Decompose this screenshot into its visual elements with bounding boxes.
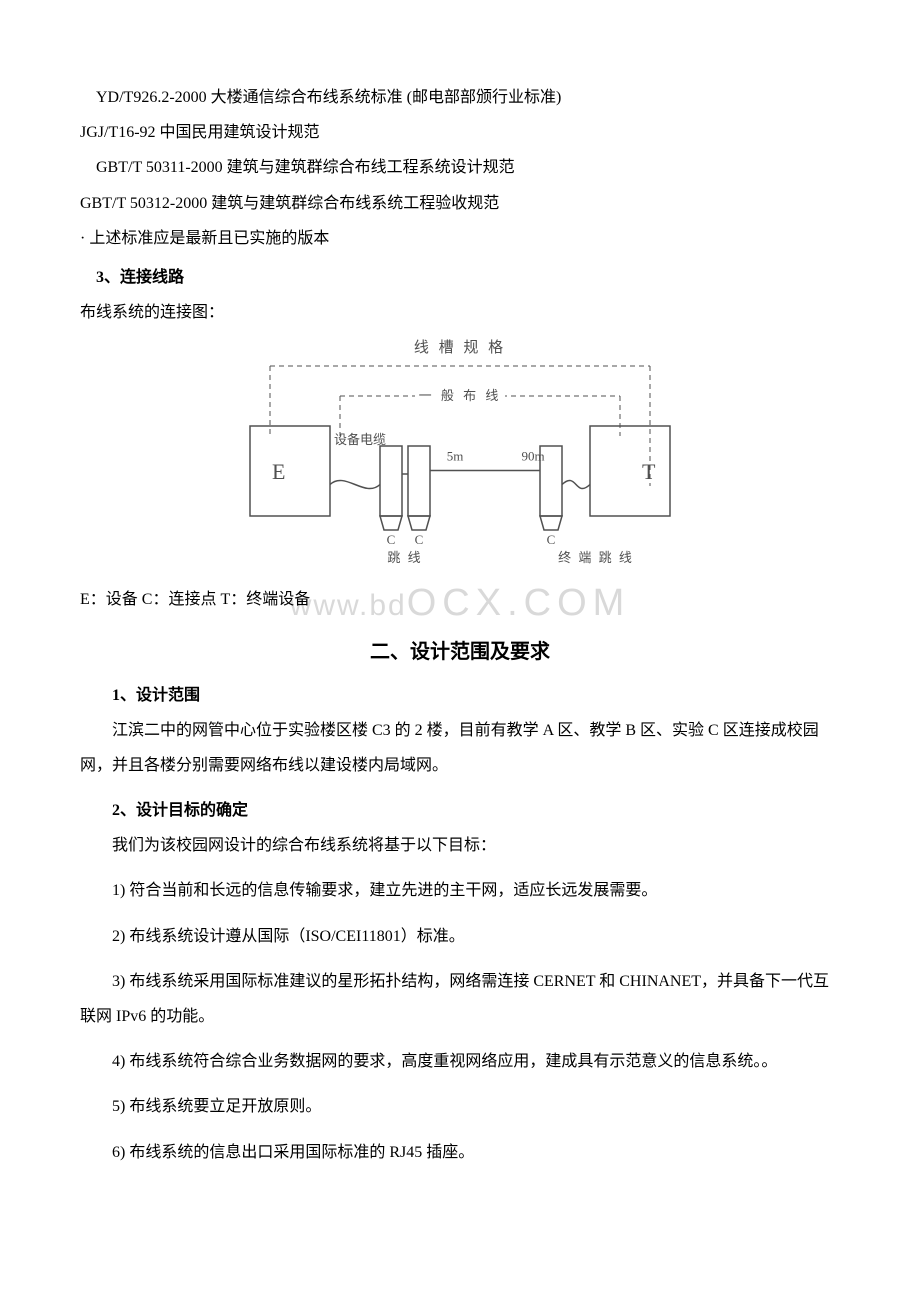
sec22-intro: 我们为该校园网设计的综合布线系统将基于以下目标： xyxy=(80,828,840,863)
sec22-item3: 3) 布线系统采用国际标准建议的星形拓扑结构，网络需连接 CERNET 和 CH… xyxy=(80,964,840,1034)
svg-text:C: C xyxy=(415,532,424,547)
std-line-3: GBT/T 50311-2000 建筑与建筑群综合布线工程系统设计规范 xyxy=(80,150,840,185)
svg-text:T: T xyxy=(642,459,656,484)
svg-text:C: C xyxy=(387,532,396,547)
wiring-diagram: 线 槽 规 格一 般 布 线ETCC跳 线C终 端 跳 线设备电缆5m90m xyxy=(80,336,840,576)
svg-text:跳 线: 跳 线 xyxy=(387,550,422,565)
heading-sec22: 2、设计目标的确定 xyxy=(80,793,840,828)
svg-text:设备电缆: 设备电缆 xyxy=(334,432,386,447)
sec22-item6: 6) 布线系统的信息出口采用国际标准的 RJ45 插座。 xyxy=(80,1135,840,1170)
svg-text:E: E xyxy=(272,459,285,484)
svg-text:5m: 5m xyxy=(447,449,464,464)
svg-text:一 般 布 线: 一 般 布 线 xyxy=(419,388,502,403)
sec22-item4: 4) 布线系统符合综合业务数据网的要求，高度重视网络应用，建成具有示范意义的信息… xyxy=(80,1044,840,1079)
document-page: YD/T926.2-2000 大楼通信综合布线系统标准 (邮电部部颁行业标准) … xyxy=(0,0,920,1210)
diagram-legend: E：设备 C：连接点 T：终端设备 xyxy=(80,582,840,617)
std-line-4: GBT/T 50312-2000 建筑与建筑群综合布线系统工程验收规范 xyxy=(80,186,840,221)
sec22-item1: 1) 符合当前和长远的信息传输要求，建立先进的主干网，适应长远发展需要。 xyxy=(80,873,840,908)
svg-text:终 端 跳 线: 终 端 跳 线 xyxy=(558,550,634,565)
heading-sec3: 3、连接线路 xyxy=(80,260,840,295)
sec21-body: 江滨二中的网管中心位于实验楼区楼 C3 的 2 楼，目前有教学 A 区、教学 B… xyxy=(80,713,840,783)
heading-sec21: 1、设计范围 xyxy=(80,678,840,713)
sec3-intro: 布线系统的连接图： xyxy=(80,295,840,330)
std-line-1: YD/T926.2-2000 大楼通信综合布线系统标准 (邮电部部颁行业标准) xyxy=(80,80,840,115)
svg-text:C: C xyxy=(547,532,556,547)
std-line-2: JGJ/T16-92 中国民用建筑设计规范 xyxy=(80,115,840,150)
svg-text:线 槽 规 格: 线 槽 规 格 xyxy=(414,339,506,356)
svg-text:90m: 90m xyxy=(521,449,544,464)
std-line-5: · 上述标准应是最新且已实施的版本 xyxy=(80,221,840,256)
sec22-item2: 2) 布线系统设计遵从国际（ISO/CEI11801）标准。 xyxy=(80,919,840,954)
sec22-item5: 5) 布线系统要立足开放原则。 xyxy=(80,1089,840,1124)
diagram-svg: 线 槽 规 格一 般 布 线ETCC跳 线C终 端 跳 线设备电缆5m90m xyxy=(240,336,680,576)
title-section-2: 二、设计范围及要求 xyxy=(80,635,840,664)
